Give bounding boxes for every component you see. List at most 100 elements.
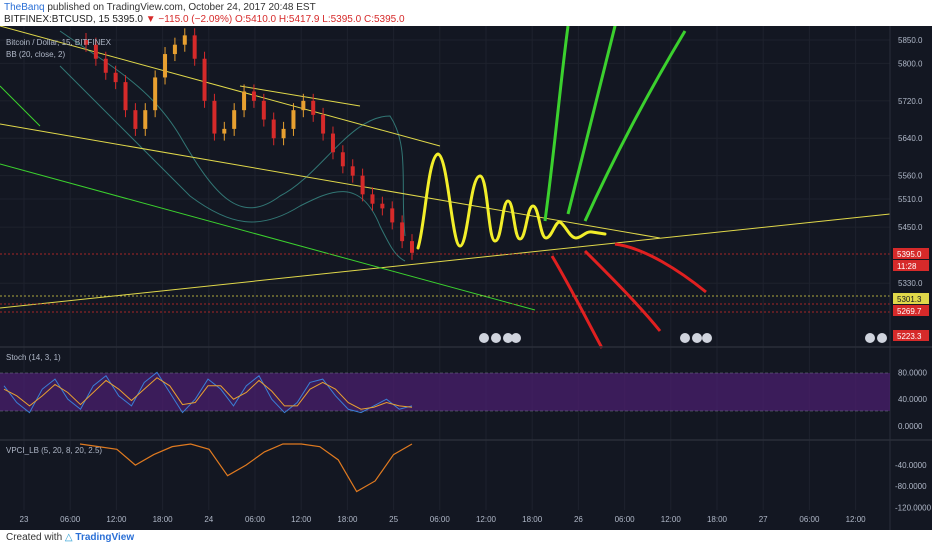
- trendline-upper: [0, 25, 441, 147]
- last-price: 5395.0: [112, 14, 143, 25]
- tradingview-brand[interactable]: TradingView: [75, 532, 135, 543]
- x-tick-label: 12:00: [846, 515, 867, 524]
- x-tick-label: 06:00: [615, 515, 636, 524]
- candle-body: [232, 110, 237, 129]
- price-label: 5395.0: [897, 250, 922, 259]
- x-tick-label: 23: [20, 515, 29, 524]
- candle-body: [202, 58, 207, 101]
- candle-body: [410, 241, 414, 253]
- event-markers: [479, 333, 887, 343]
- footer: Created with △ TradingView: [6, 532, 134, 543]
- price-label-box: [893, 293, 929, 304]
- candle-body: [330, 133, 335, 153]
- price-tick-label: 5450.0: [898, 223, 923, 232]
- x-tick-label: 12:00: [106, 515, 127, 524]
- candle-body: [172, 44, 177, 55]
- vpci-line: [79, 443, 413, 493]
- candle-body: [133, 110, 138, 129]
- price-label-box: [893, 248, 929, 259]
- stoch-tick-label: 80.0000: [898, 368, 927, 377]
- candle-body: [212, 100, 217, 134]
- candle-body: [321, 114, 326, 134]
- candle-body: [192, 35, 197, 59]
- trendline-middle: [0, 123, 661, 239]
- legend-vpci[interactable]: VPCI_LB (5, 20, 8, 20, 2.5): [6, 446, 103, 455]
- x-tick-label: 06:00: [799, 515, 820, 524]
- trendline-green-short: [0, 85, 41, 127]
- high-value: H:5417.9: [278, 14, 320, 25]
- projection-green-2: [566, 25, 617, 215]
- candle-body: [153, 77, 158, 111]
- x-tick-label: 06:00: [430, 515, 451, 524]
- price-label-box: [893, 260, 929, 271]
- candle-body: [360, 175, 365, 195]
- legend-stoch[interactable]: Stoch (14, 3, 1): [6, 353, 61, 362]
- candle-body: [301, 100, 306, 111]
- x-tick-label: 26: [574, 515, 583, 524]
- price-label-box: [893, 305, 929, 316]
- legend-bb[interactable]: BB (20, close, 2): [6, 50, 66, 59]
- candle-body: [271, 119, 276, 139]
- stoch-tick-label: 0.0000: [898, 422, 923, 431]
- chart-canvas: 23 06:00 12:00 18:00 24 06:00 12:00 18:00 25 06:0…: [0, 25, 932, 530]
- price-label: 5269.7: [897, 307, 922, 316]
- candle-body: [84, 40, 88, 45]
- x-tick-label: 18:00: [522, 515, 543, 524]
- symbol-bar: BITFINEX:BTCUSD, 15 5395.0 ▼ −115.0 (−2.…: [4, 14, 405, 25]
- candle-body: [113, 72, 118, 83]
- x-tick-label: 12:00: [291, 515, 312, 524]
- created-with-text: Created with: [6, 532, 63, 543]
- price-tick-label: 5800.0: [898, 59, 923, 68]
- open-value: O:5410.0: [234, 14, 277, 25]
- x-tick-label: 27: [759, 515, 768, 524]
- candle-body: [123, 82, 128, 111]
- candle-body: [261, 100, 266, 120]
- candle-body: [281, 128, 286, 139]
- vpci-tick-label: -80.0000: [895, 482, 927, 491]
- price-change: ▼ −115.0 (−2.09%): [145, 14, 233, 25]
- x-tick-label: 06:00: [60, 515, 81, 524]
- author-link[interactable]: TheBanq: [4, 2, 45, 13]
- projection-zigzag: [416, 152, 607, 250]
- candle-body: [182, 35, 187, 45]
- candle-body: [251, 91, 256, 101]
- price-label: 5301.3: [897, 295, 922, 304]
- x-tick-label: 25: [389, 515, 398, 524]
- x-tick-label: 18:00: [337, 515, 358, 524]
- candle-body: [380, 203, 385, 209]
- candle-body: [163, 54, 168, 78]
- candle-body: [311, 100, 316, 115]
- bb-upper-band: [59, 30, 406, 237]
- candle-body: [291, 110, 296, 129]
- price-tick-label: 5330.0: [898, 279, 923, 288]
- publish-text: published on TradingView.com, October 24…: [44, 2, 316, 13]
- stoch-band: [0, 373, 890, 411]
- price-tick-label: 5560.0: [898, 172, 923, 181]
- chart-area[interactable]: 23 06:00 12:00 18:00 24 06:00 12:00 18:00 25 06:0…: [0, 25, 932, 530]
- price-tick-label: 5510.0: [898, 195, 923, 204]
- projection-green-1: [543, 25, 570, 222]
- low-value: L:5395.0: [322, 14, 362, 25]
- x-tick-label: 24: [204, 515, 213, 524]
- stoch-line: [3, 377, 413, 410]
- close-value: C:5395.0: [363, 14, 405, 25]
- projection-green-3: [583, 30, 687, 222]
- x-tick-label: 12:00: [661, 515, 682, 524]
- price-tick-label: 5850.0: [898, 36, 923, 45]
- bb-lower-band: [59, 65, 406, 262]
- vpci-tick-label: -40.0000: [895, 461, 927, 470]
- projection-red-3: [614, 242, 707, 294]
- candle-body: [370, 194, 375, 204]
- stoch-tick-label: 40.0000: [898, 395, 927, 404]
- price-tick-label: 5720.0: [898, 97, 923, 106]
- candle-body: [242, 91, 247, 111]
- legend-main[interactable]: Bitcoin / Dollar, 15, BITFINEX: [6, 38, 111, 47]
- x-tick-label: 06:00: [245, 515, 266, 524]
- candle-body: [390, 208, 395, 223]
- tradingview-logo-icon: △: [64, 532, 73, 543]
- candle-body: [400, 222, 405, 242]
- candle-body: [222, 128, 227, 134]
- projection-red-1: [550, 255, 604, 349]
- symbol-name: BITFINEX:BTCUSD, 15: [4, 14, 110, 25]
